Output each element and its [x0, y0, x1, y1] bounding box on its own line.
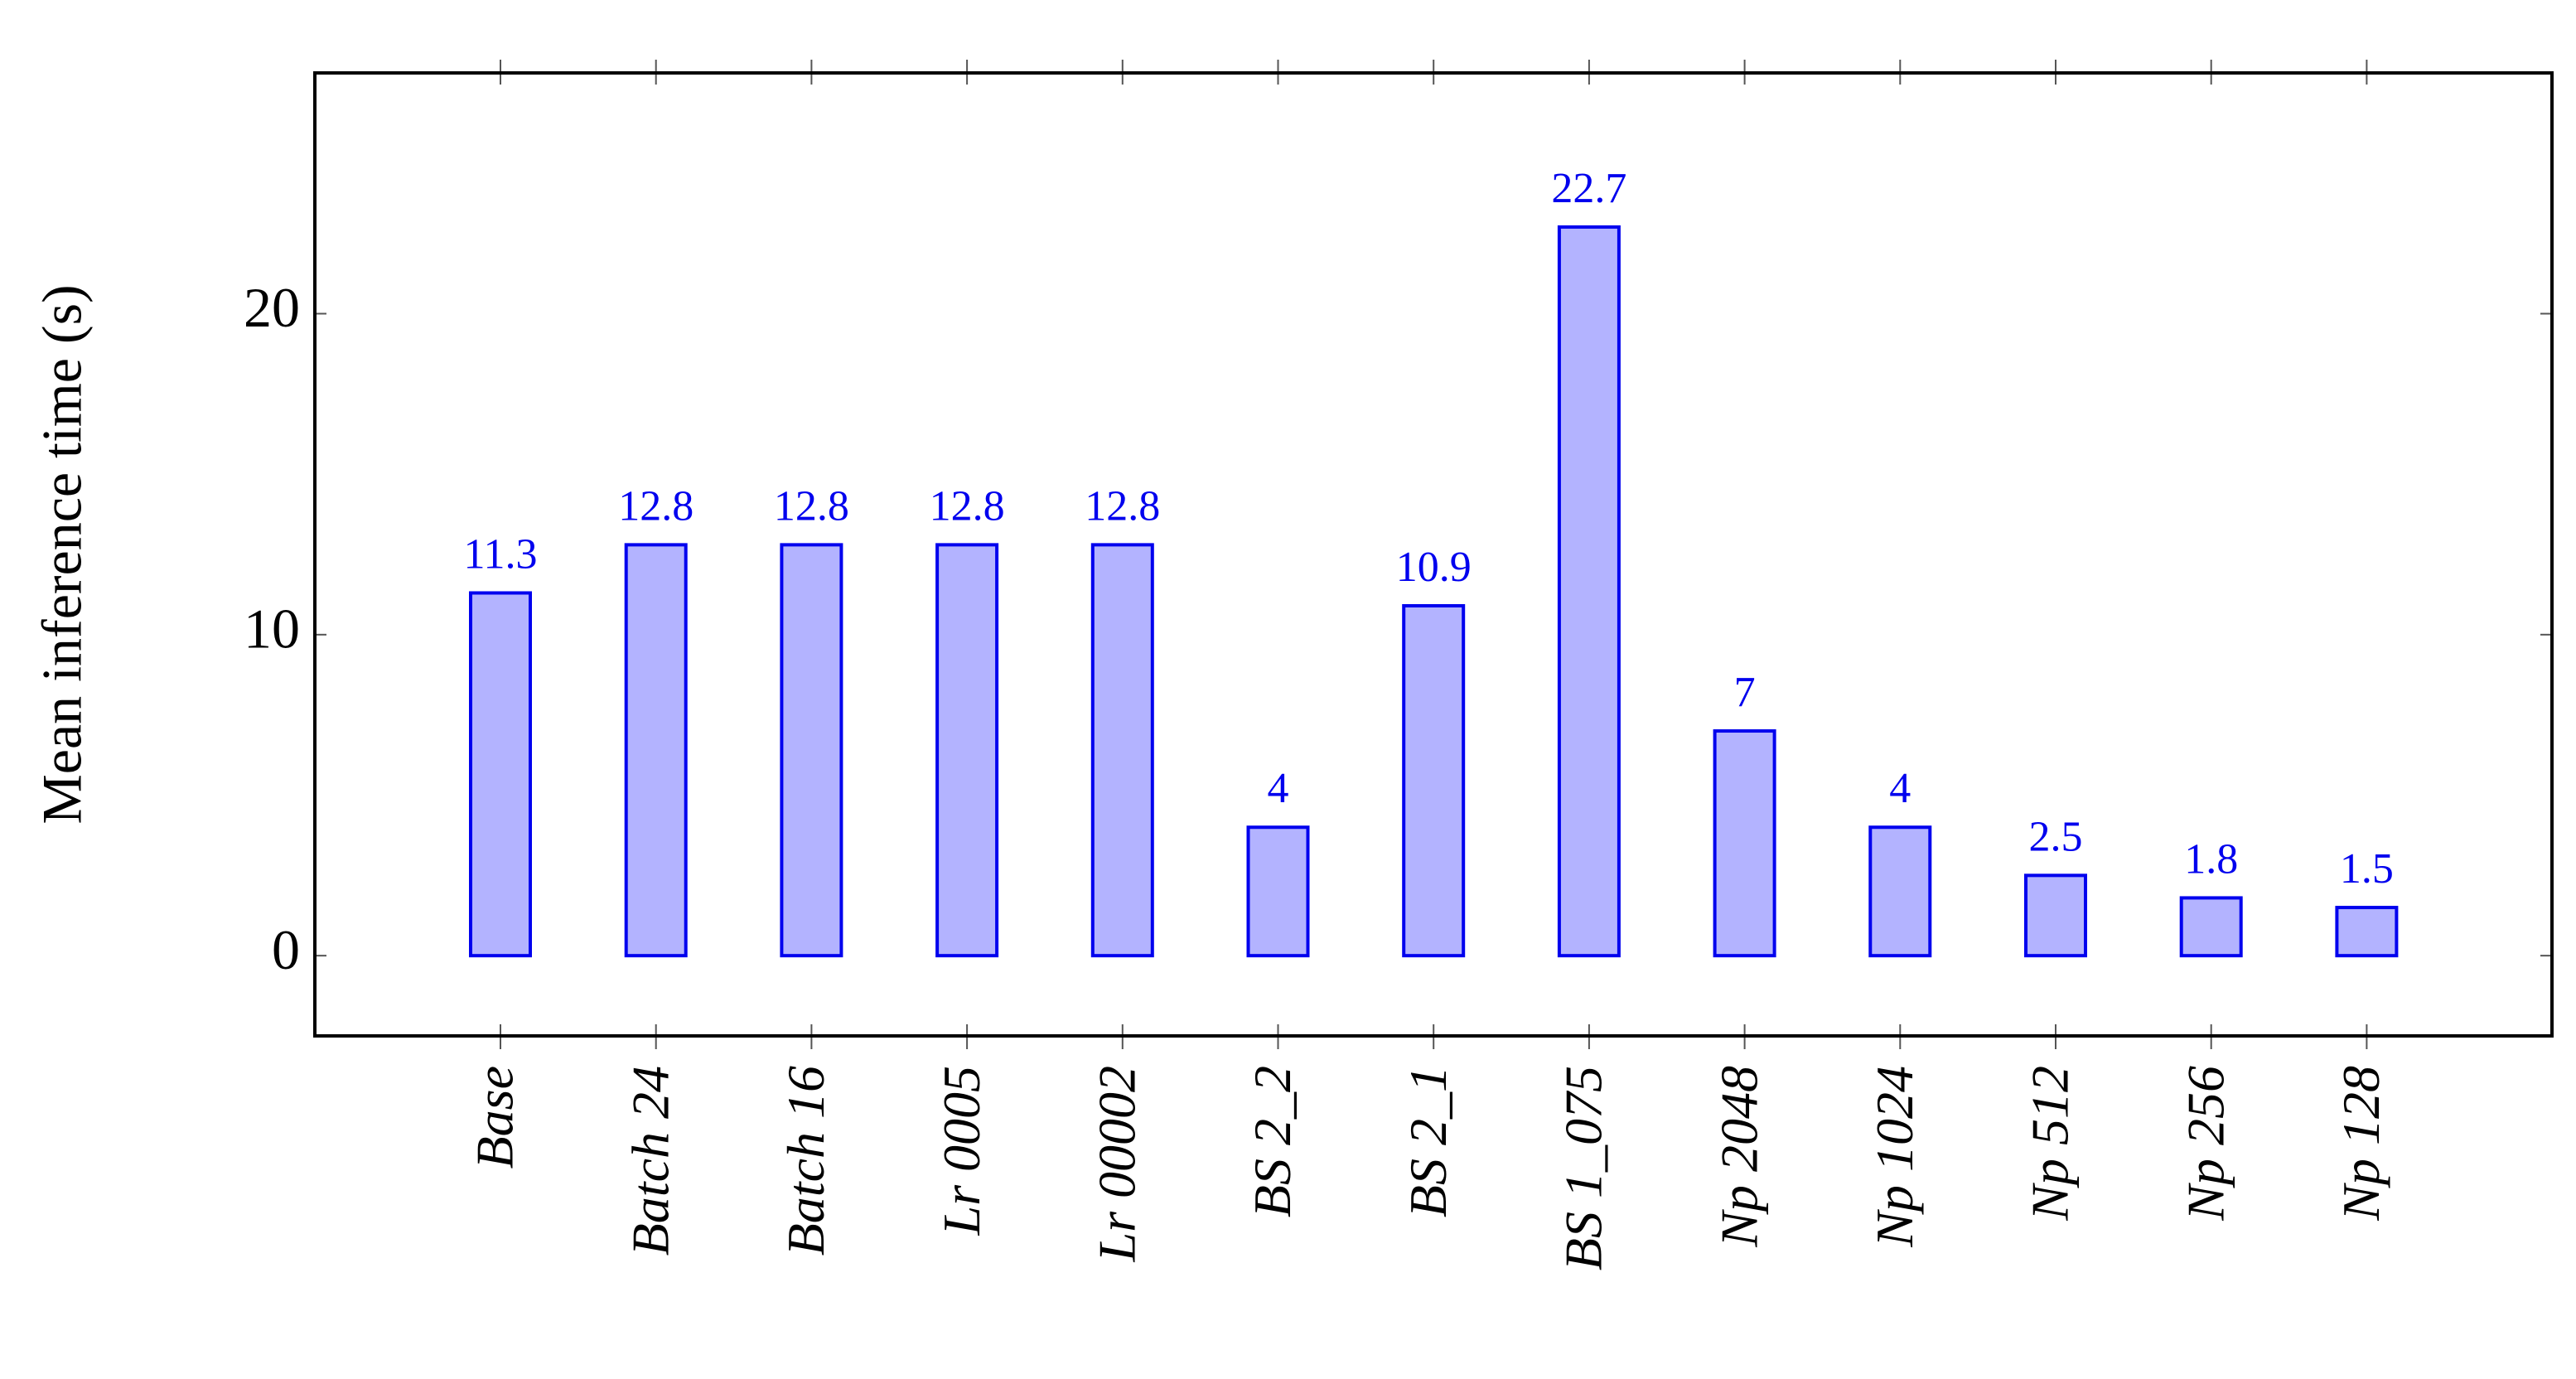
- bar: [2024, 873, 2087, 958]
- x-tick-label: BS 2_2: [1243, 1066, 1302, 1217]
- value-label: 4: [1268, 765, 1289, 812]
- y-tick-label: 0: [272, 918, 300, 981]
- x-tick-label: Np 2048: [1709, 1066, 1768, 1248]
- value-label: 10.9: [1396, 544, 1472, 591]
- x-tick-label: Np 256: [2176, 1066, 2235, 1222]
- bar: [780, 543, 843, 958]
- x-tick-label: Batch 24: [621, 1066, 679, 1256]
- bar: [1090, 543, 1154, 958]
- bar: [1868, 825, 1932, 958]
- x-tick-label: BS 2_1: [1399, 1066, 1457, 1217]
- x-tick-label: Np 1024: [1865, 1066, 1924, 1248]
- bar: [1713, 729, 1776, 958]
- value-label: 7: [1734, 669, 1756, 716]
- value-label: 1.8: [2184, 835, 2238, 883]
- bar: [2335, 906, 2399, 958]
- value-label: 2.5: [2029, 813, 2083, 860]
- value-label: 12.8: [930, 482, 1005, 530]
- value-label: 12.8: [618, 482, 694, 530]
- value-label: 12.8: [1085, 482, 1160, 530]
- x-tick-label: Lr 0005: [932, 1066, 991, 1236]
- x-tick-label: Np 512: [2021, 1066, 2080, 1222]
- x-tick-label: Lr 00002: [1087, 1066, 1146, 1263]
- bar: [469, 591, 532, 958]
- y-axis-label: Mean inference time (s): [31, 284, 94, 824]
- value-label: 12.8: [774, 482, 849, 530]
- value-label: 11.3: [463, 530, 537, 578]
- y-tick-label: 10: [244, 597, 300, 660]
- plot-frame: [313, 71, 2554, 1038]
- bar: [1402, 603, 1466, 958]
- value-label: 1.5: [2340, 845, 2394, 893]
- x-tick-label: BS 1_075: [1554, 1066, 1613, 1270]
- x-tick-label: Base: [466, 1066, 524, 1169]
- bar: [935, 543, 999, 958]
- value-label: 22.7: [1551, 165, 1626, 212]
- y-tick-label: 20: [244, 276, 300, 339]
- bar: [1246, 825, 1310, 958]
- bar: [624, 543, 688, 958]
- x-tick-label: Np 128: [2332, 1066, 2390, 1222]
- bar: [2179, 896, 2243, 958]
- bar: [1557, 225, 1621, 958]
- x-tick-label: Batch 16: [776, 1066, 835, 1256]
- value-label: 4: [1889, 765, 1911, 812]
